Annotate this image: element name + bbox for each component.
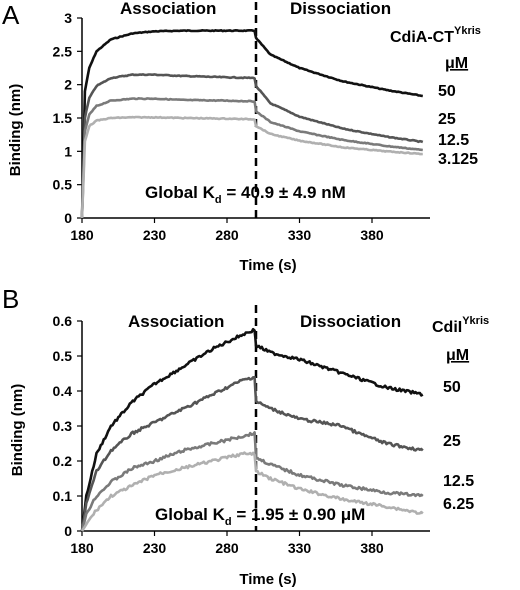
y-tick-label: 0.5 (53, 348, 73, 364)
x-tick-label: 180 (70, 540, 94, 556)
association-label: Association (128, 312, 224, 331)
legend-title: CdiA-CTYkris (390, 25, 481, 46)
legend-title: CdiIYkris (432, 315, 489, 336)
series-line-25 (80, 73, 424, 219)
x-tick-label: 280 (215, 540, 239, 556)
legend-unit: μM (446, 347, 469, 364)
series-label: 25 (438, 111, 456, 128)
kd-annotation: Global Kd = 40.9 ± 4.9 nM (145, 183, 346, 206)
x-axis-title: Time (s) (239, 257, 296, 274)
panel-b: B Association Dissociation CdiIYkris μM … (2, 284, 489, 588)
series-label: 50 (443, 379, 461, 396)
x-tick-label: 230 (143, 540, 167, 556)
panel-letter: A (2, 0, 20, 30)
series-label: 12.5 (443, 473, 474, 490)
dissociation-label: Dissociation (300, 312, 401, 331)
y-tick-label: 0.5 (53, 177, 73, 193)
series-label: 50 (438, 83, 456, 100)
x-tick-label: 380 (360, 227, 384, 243)
y-tick-label: 2.5 (53, 43, 73, 59)
y-tick-label: 0.6 (53, 313, 73, 329)
y-tick-label: 1 (64, 143, 72, 159)
y-tick-label: 1.5 (53, 110, 73, 126)
y-tick-label: 0.1 (53, 488, 73, 504)
y-tick-label: 3 (64, 10, 72, 26)
panel-letter: B (2, 284, 19, 314)
y-tick-label: 2 (64, 77, 72, 93)
panel-a: A Association Dissociation CdiA-CTYkris … (2, 0, 481, 274)
series-label: 25 (443, 433, 461, 450)
kd-annotation: Global Kd = 1.95 ± 0.90 μM (155, 505, 365, 528)
x-axis-title: Time (s) (239, 571, 296, 588)
series-line-12-5 (80, 97, 423, 219)
legend-unit: μM (445, 55, 468, 72)
x-tick-label: 330 (288, 227, 312, 243)
x-tick-label: 380 (360, 540, 384, 556)
series-line-25 (80, 375, 424, 532)
y-tick-label: 0.4 (53, 383, 73, 399)
series-label: 12.5 (438, 132, 469, 149)
x-tick-label: 230 (143, 227, 167, 243)
series-line-3-125 (80, 115, 423, 219)
dissociation-label: Dissociation (290, 0, 391, 18)
series-line-6-25 (80, 451, 424, 532)
y-axis-title: Binding (nm) (9, 384, 26, 476)
y-tick-label: 0.2 (53, 453, 73, 469)
series-line-50 (80, 327, 424, 532)
y-tick-label: 0 (64, 210, 72, 226)
series-line-50 (80, 28, 423, 219)
y-tick-label: 0 (64, 523, 72, 539)
x-tick-label: 280 (215, 227, 239, 243)
y-axis-title: Binding (nm) (7, 84, 24, 176)
y-tick-label: 0.3 (53, 418, 73, 434)
x-tick-label: 330 (288, 540, 312, 556)
series-label: 6.25 (443, 496, 474, 513)
series-line-12-5 (80, 431, 424, 532)
series-label: 3.125 (438, 151, 478, 168)
association-label: Association (120, 0, 216, 18)
x-tick-label: 180 (70, 227, 94, 243)
